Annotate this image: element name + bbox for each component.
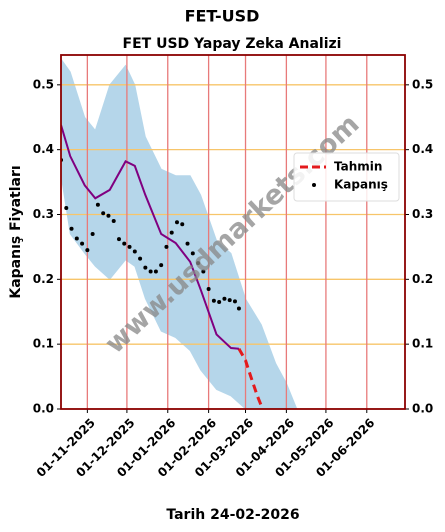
closing-dot: [143, 265, 148, 270]
y-tick-label: 0.0: [33, 402, 54, 416]
closing-dot: [190, 251, 195, 256]
y2-tick-label: 0.4: [412, 142, 433, 156]
closing-dot: [90, 231, 95, 236]
y-tick-label: 0.4: [33, 142, 54, 156]
forecast-line: [237, 347, 265, 409]
closing-dot: [180, 222, 185, 227]
closing-dot: [101, 211, 106, 216]
x-axis-label: Tarih 24-02-2026: [166, 507, 299, 523]
legend-box: [293, 152, 400, 202]
chart-title: FET-USD: [185, 7, 260, 26]
y2-tick-label: 0.3: [412, 207, 433, 221]
closing-dot: [222, 296, 227, 301]
closing-dot: [74, 236, 79, 241]
closing-dot: [201, 269, 206, 274]
closing-dot: [227, 298, 232, 303]
closing-dot: [69, 226, 74, 231]
closing-dot: [217, 300, 222, 305]
y-tick-label: 0.5: [33, 77, 54, 91]
closing-dot: [196, 261, 201, 266]
y-axis-label: Kapanış Fiyatları: [8, 165, 24, 298]
y2-tick-label: 0.5: [412, 77, 433, 91]
closing-dot: [232, 299, 237, 304]
closing-dot: [174, 220, 179, 225]
closing-dot: [80, 241, 85, 246]
closing-dot: [169, 230, 174, 235]
closing-dot: [132, 249, 137, 254]
closing-dot: [122, 241, 127, 246]
closing-dot: [236, 306, 241, 311]
closing-dot: [116, 237, 121, 242]
closing-dot: [148, 269, 153, 274]
confidence-band: [61, 58, 298, 409]
y2-tick-label: 0.2: [412, 272, 433, 286]
closing-dot: [95, 202, 100, 207]
plot-area: [61, 55, 405, 409]
trend-line: [61, 124, 240, 350]
closing-dot: [127, 244, 132, 249]
chart-subtitle: FET USD Yapay Zeka Analizi: [123, 36, 342, 52]
closing-dot: [111, 218, 116, 223]
y2-tick-label: 0.1: [412, 337, 433, 351]
y2-tick-label: 0.0: [412, 402, 433, 416]
closing-dot: [106, 213, 111, 218]
y-tick-label: 0.3: [33, 207, 54, 221]
closing-dot: [185, 241, 190, 246]
closing-dot: [153, 269, 158, 274]
closing-dot: [206, 287, 211, 292]
closing-dot: [211, 298, 216, 303]
plot-frame: [60, 54, 406, 410]
closing-dot: [164, 244, 169, 249]
closing-dot: [159, 263, 164, 268]
closing-dot: [138, 256, 143, 261]
legend-label: Tahmin: [334, 160, 382, 174]
y-tick-label: 0.2: [33, 272, 54, 286]
legend-swatch: [312, 183, 316, 187]
legend-label: Kapanış: [334, 178, 388, 192]
closing-dot: [85, 248, 90, 253]
closing-dot: [64, 206, 69, 211]
y-tick-label: 0.1: [33, 337, 54, 351]
